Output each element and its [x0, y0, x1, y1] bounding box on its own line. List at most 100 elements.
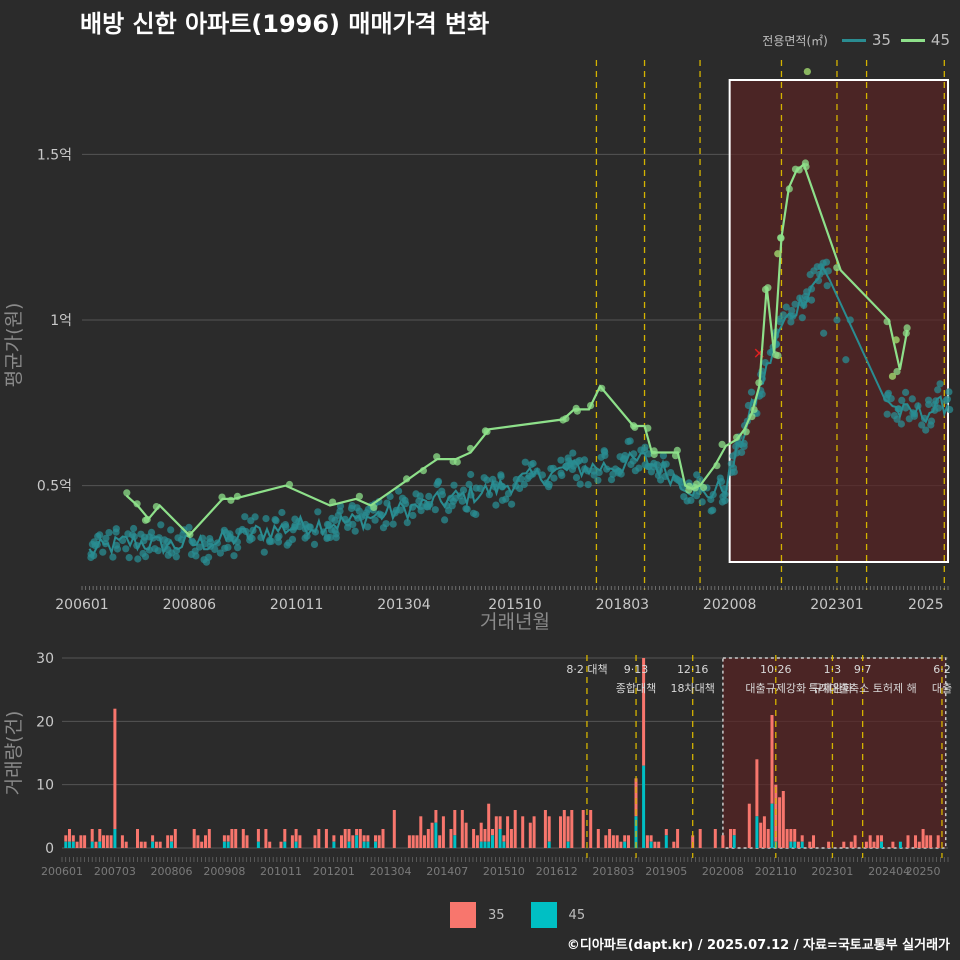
volume-bar-45 — [170, 841, 173, 848]
policy-label-date: 9·7 — [854, 663, 872, 676]
volume-bar-35 — [487, 803, 491, 842]
series-35-point — [278, 508, 286, 517]
series-35-point — [251, 513, 259, 521]
volume-bar-35 — [434, 810, 438, 823]
volume-bar-35 — [207, 829, 211, 848]
series-35-point — [504, 490, 513, 498]
series-35-point — [257, 533, 265, 542]
volume-bar-45 — [68, 841, 71, 848]
series-35-point — [383, 499, 391, 507]
volume-bar-45 — [90, 841, 94, 848]
series-35-point — [467, 470, 475, 479]
volume-bar-45 — [487, 841, 491, 848]
volume-bar-35 — [755, 759, 759, 817]
series-35-point — [883, 410, 891, 418]
volume-bar-35 — [796, 841, 800, 848]
series-35-point — [545, 483, 553, 491]
series-35-point — [216, 549, 224, 557]
volume-bar-35 — [68, 829, 71, 842]
volume-x-tick-label: 201304 — [370, 865, 412, 878]
price-x-tick-label: 202301 — [810, 597, 863, 613]
volume-bar-45 — [800, 841, 804, 848]
policy-label-date: 10·26 — [760, 663, 792, 676]
volume-bar-45 — [789, 841, 793, 848]
series-35-point — [450, 481, 458, 489]
volume-bar-35 — [880, 835, 883, 842]
volume-bar-35 — [808, 841, 812, 848]
series-35-point — [409, 503, 417, 511]
volume-bar-35 — [419, 816, 423, 848]
volume-x-tick-label: 201905 — [645, 865, 687, 878]
volume-bar-35 — [645, 835, 649, 848]
series-35-point — [721, 490, 729, 498]
volume-x-tick-label: 202110 — [755, 865, 797, 878]
volume-bar-35 — [423, 835, 426, 848]
volume-x-tick-label: 201201 — [313, 865, 355, 878]
series-35-point — [395, 487, 403, 495]
volume-bar-45 — [71, 841, 75, 848]
volume-bar-35 — [75, 841, 79, 848]
series-35-point — [492, 501, 500, 509]
series-35-point — [164, 538, 172, 546]
series-35-point — [791, 300, 799, 308]
volume-bar-35 — [721, 835, 725, 848]
series-35-point — [409, 511, 417, 519]
volume-bar-35 — [234, 829, 238, 848]
volume-bar-45 — [113, 829, 117, 848]
volume-bar-35 — [921, 829, 925, 848]
series-35-point — [260, 548, 268, 556]
series-35-point — [91, 542, 99, 550]
series-45-point — [777, 234, 785, 242]
volume-highlight-region — [722, 657, 947, 849]
volume-bar-35 — [532, 816, 536, 848]
series-35-point — [641, 443, 649, 451]
volume-bar-35 — [411, 835, 415, 848]
volume-bar-35 — [506, 816, 510, 848]
series-35-point — [717, 478, 726, 486]
volume-bar-35 — [415, 835, 419, 848]
series-35-point — [603, 465, 611, 473]
volume-bar-35 — [589, 810, 593, 848]
volume-bar-35 — [559, 816, 562, 848]
series-35-point — [655, 467, 664, 475]
series-35-point — [355, 507, 363, 515]
volume-y-tick-label: 30 — [36, 651, 54, 667]
volume-bar-35 — [102, 835, 105, 848]
series-35-point — [154, 547, 162, 555]
series-45-point — [587, 402, 595, 410]
volume-bar-35 — [154, 841, 158, 848]
volume-bar-35 — [358, 829, 362, 848]
legend-label-35: 35 — [871, 31, 891, 49]
volume-bar-35 — [324, 829, 328, 848]
series-35-point — [189, 539, 197, 547]
series-35-point — [729, 464, 738, 472]
series-35-point — [141, 553, 150, 561]
series-35-point — [842, 356, 850, 364]
volume-bar-35 — [332, 835, 336, 842]
series-35-point — [382, 520, 390, 528]
volume-bar-45 — [226, 841, 230, 848]
volume-bar-35 — [729, 829, 732, 848]
volume-bar-35 — [664, 829, 668, 836]
series-35-point — [448, 502, 456, 510]
volume-bar-45 — [434, 822, 438, 848]
volume-bar-45 — [547, 841, 551, 848]
volume-bar-35 — [619, 841, 623, 848]
price-x-tick-label: 201011 — [270, 597, 323, 613]
volume-x-tick-label: 202008 — [702, 865, 744, 878]
volume-bar-35 — [120, 835, 124, 848]
volume-y-axis-title: 거래량(건) — [3, 711, 25, 796]
series-45-point — [888, 372, 897, 380]
volume-bar-35 — [876, 835, 880, 848]
volume-bar-35 — [849, 841, 853, 848]
series-35-point — [584, 481, 592, 489]
volume-bar-35 — [906, 835, 910, 848]
volume-bar-35 — [151, 835, 155, 842]
volume-bar-35 — [649, 835, 653, 842]
series-35-point — [157, 521, 165, 529]
series-45-point — [795, 166, 803, 174]
series-35-point — [538, 471, 547, 479]
volume-bar-35 — [283, 829, 287, 842]
series-35-point — [721, 497, 729, 505]
